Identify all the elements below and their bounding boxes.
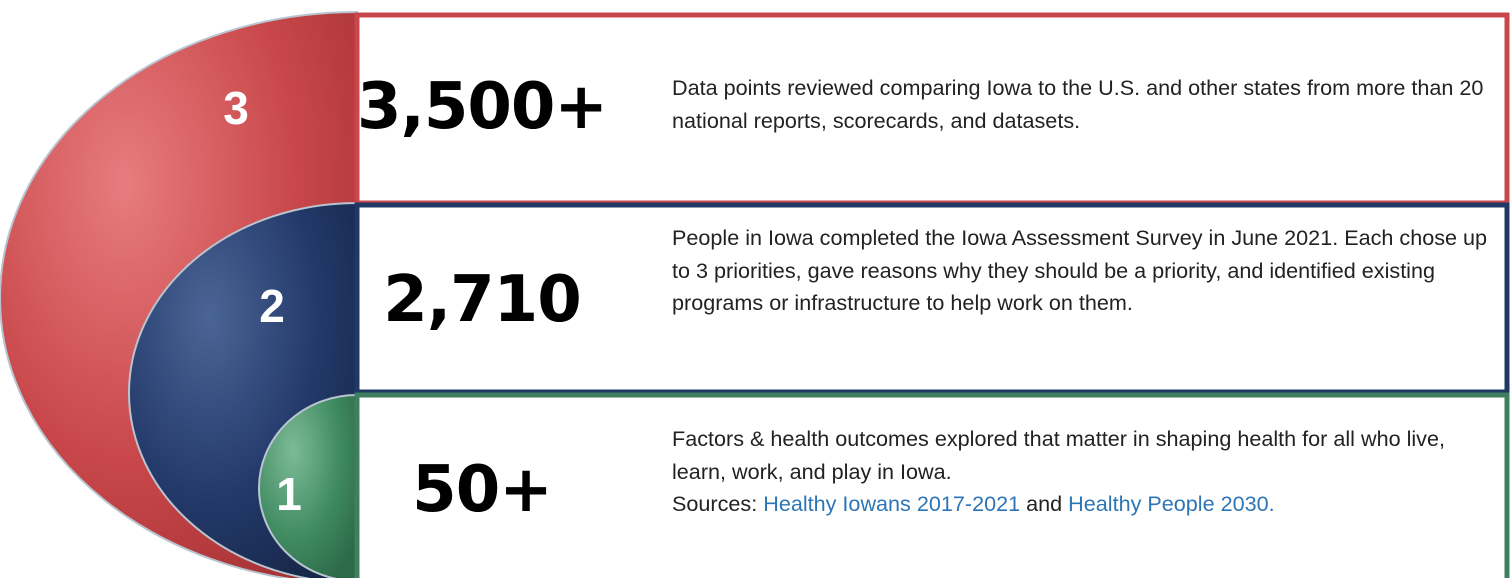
description-text: Data points reviewed comparing Iowa to t… (672, 75, 1484, 133)
big-number: 2,710 (383, 263, 581, 337)
step-marker: 3 (223, 82, 249, 134)
big-number: 3,500+ (356, 70, 608, 144)
description: Data points reviewed comparing Iowa to t… (672, 72, 1502, 137)
step-marker: 2 (259, 280, 285, 332)
sources: Sources: Healthy Iowans 2017-2021 and He… (672, 488, 1502, 521)
sources-joiner: and (1026, 491, 1063, 516)
row-box (354, 392, 1510, 578)
sources-label: Sources: (672, 491, 758, 516)
description: People in Iowa completed the Iowa Assess… (672, 222, 1502, 320)
row-box (354, 12, 1510, 206)
source-link[interactable]: Healthy People 2030. (1068, 491, 1275, 516)
description-text: Factors & health outcomes explored that … (672, 426, 1445, 484)
row-box (354, 202, 1510, 395)
step-marker: 1 (276, 468, 302, 520)
description-text: People in Iowa completed the Iowa Assess… (672, 225, 1488, 315)
green-half-disc (258, 393, 358, 578)
big-number: 50+ (412, 453, 553, 527)
description: Factors & health outcomes explored that … (672, 423, 1502, 521)
source-link[interactable]: Healthy Iowans 2017-2021 (763, 491, 1021, 516)
